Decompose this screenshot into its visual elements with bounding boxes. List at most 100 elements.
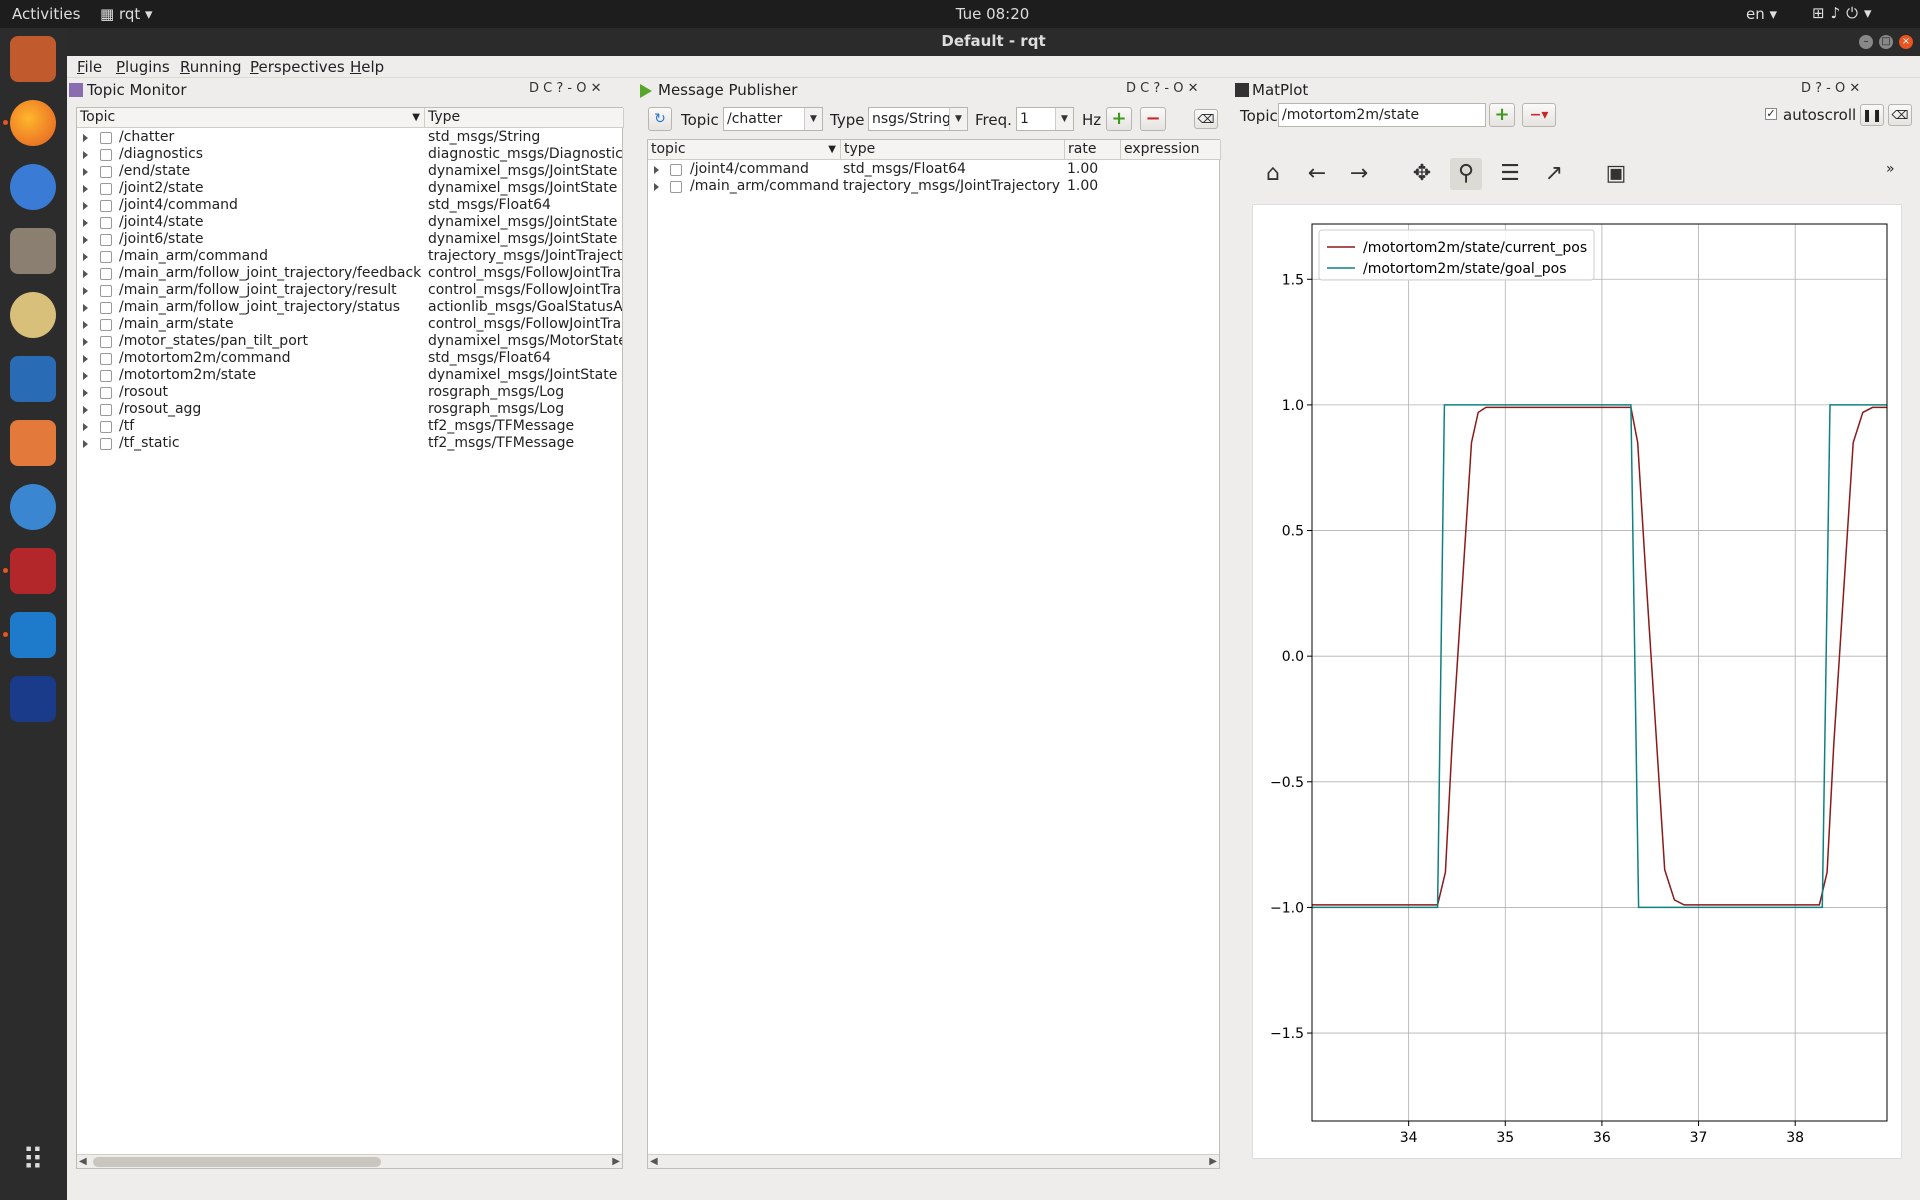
- scroll-left-icon[interactable]: ◀: [650, 1156, 658, 1167]
- toolbar-overflow-button[interactable]: »: [1886, 161, 1895, 177]
- close-window-button[interactable]: ×: [1899, 35, 1913, 49]
- ubuntu-software-icon[interactable]: [10, 36, 56, 82]
- vscode-icon[interactable]: [10, 612, 56, 658]
- help-icon[interactable]: [10, 484, 56, 530]
- menu-file[interactable]: File: [77, 58, 103, 76]
- row-checkbox[interactable]: [100, 370, 112, 382]
- expand-icon[interactable]: [83, 219, 88, 227]
- add-publisher-button[interactable]: +: [1106, 107, 1132, 131]
- autoscroll-checkbox[interactable]: ✓: [1765, 107, 1777, 120]
- expand-icon[interactable]: [83, 321, 88, 329]
- refresh-topics-button[interactable]: ↻: [648, 107, 672, 131]
- expand-icon[interactable]: [83, 423, 88, 431]
- activities-button[interactable]: Activities: [12, 5, 81, 23]
- publisher-topic-combo[interactable]: /chatter ▼: [723, 107, 823, 131]
- line-chart[interactable]: 34 35 36 37 38 1.5 1.0 0.5 0.0 −0.5 −1.0 −1.5/motor…: [1253, 205, 1901, 1158]
- expand-icon[interactable]: [654, 166, 659, 174]
- scroll-right-icon[interactable]: ▶: [612, 1156, 620, 1167]
- table-row[interactable]: /main_arm/follow_joint_trajectory/feedba…: [77, 265, 622, 282]
- apps-grid-icon[interactable]: [10, 676, 56, 722]
- column-header-rate[interactable]: rate: [1065, 140, 1121, 160]
- message-publisher-controls[interactable]: D C ? - O ✕: [1126, 81, 1199, 96]
- system-tray-icons[interactable]: ⊞♪⏻▾: [1812, 4, 1878, 22]
- files-icon[interactable]: [10, 228, 56, 274]
- publisher-type-combo[interactable]: nsgs/String ▼: [868, 107, 968, 131]
- remove-publisher-button[interactable]: −: [1140, 107, 1166, 131]
- scroll-right-icon[interactable]: ▶: [1209, 1156, 1217, 1167]
- row-checkbox[interactable]: [100, 438, 112, 450]
- table-row[interactable]: /tf_static tf2_msgs/TFMessage: [77, 435, 622, 452]
- row-checkbox[interactable]: [100, 302, 112, 314]
- expand-icon[interactable]: [83, 389, 88, 397]
- rqt-icon[interactable]: [10, 548, 56, 594]
- pan-icon[interactable]: ✥: [1412, 161, 1432, 186]
- table-row[interactable]: /main_arm/state control_msgs/FollowJointT…: [77, 316, 622, 333]
- expand-icon[interactable]: [83, 253, 88, 261]
- table-row[interactable]: /motortom2m/command std_msgs/Float64: [77, 350, 622, 367]
- row-checkbox[interactable]: [100, 404, 112, 416]
- expand-icon[interactable]: [83, 406, 88, 414]
- configure-icon[interactable]: ☰: [1500, 161, 1520, 186]
- expand-icon[interactable]: [83, 168, 88, 176]
- table-row[interactable]: /joint4/command std_msgs/Float64: [77, 197, 622, 214]
- pause-button[interactable]: ❚❚: [1860, 104, 1884, 126]
- chevron-down-icon[interactable]: ▼: [804, 108, 822, 130]
- row-checkbox[interactable]: [100, 217, 112, 229]
- remove-topic-button[interactable]: −▾: [1522, 103, 1556, 127]
- table-row[interactable]: /joint4/command std_msgs/Float64 1.00: [648, 161, 1219, 178]
- expand-icon[interactable]: [83, 440, 88, 448]
- menu-perspectives[interactable]: Perspectives: [250, 58, 345, 76]
- forward-icon[interactable]: →: [1349, 161, 1369, 186]
- table-row[interactable]: /diagnostics diagnostic_msgs/Diagnostic/: [77, 146, 622, 163]
- table-row[interactable]: /tf tf2_msgs/TFMessage: [77, 418, 622, 435]
- software-center-icon[interactable]: [10, 420, 56, 466]
- table-row[interactable]: /joint2/state dynamixel_msgs/JointState: [77, 180, 622, 197]
- edit-axis-icon[interactable]: ↗: [1544, 161, 1564, 186]
- row-checkbox[interactable]: [670, 181, 682, 193]
- back-icon[interactable]: ←: [1307, 161, 1327, 186]
- topic-monitor-tree[interactable]: Topic ▼ Type /chatter std_msgs/String/diag…: [76, 107, 624, 1169]
- table-row[interactable]: /chatter std_msgs/String: [77, 129, 622, 146]
- table-row[interactable]: /rosout_agg rosgraph_msgs/Log: [77, 401, 622, 418]
- topic-monitor-controls[interactable]: D C ? - O ✕: [529, 81, 602, 96]
- row-checkbox[interactable]: [100, 336, 112, 348]
- column-header-topic[interactable]: Topic ▼: [77, 108, 425, 128]
- row-checkbox[interactable]: [100, 268, 112, 280]
- expand-icon[interactable]: [83, 185, 88, 193]
- expand-icon[interactable]: [83, 287, 88, 295]
- libreoffice-writer-icon[interactable]: [10, 356, 56, 402]
- table-row[interactable]: /main_arm/follow_joint_trajectory/result…: [77, 282, 622, 299]
- table-row[interactable]: /main_arm/command trajectory_msgs/JointTr…: [77, 248, 622, 265]
- row-checkbox[interactable]: [100, 183, 112, 195]
- expand-icon[interactable]: [83, 372, 88, 380]
- table-row[interactable]: /joint6/state dynamixel_msgs/JointState: [77, 231, 622, 248]
- publisher-hscrollbar[interactable]: ◀ ▶: [648, 1154, 1219, 1168]
- row-checkbox[interactable]: [100, 251, 112, 263]
- row-checkbox[interactable]: [100, 132, 112, 144]
- menu-help[interactable]: Help: [350, 58, 385, 76]
- table-row[interactable]: /motortom2m/state dynamixel_msgs/JointSta…: [77, 367, 622, 384]
- rhythmbox-icon[interactable]: [10, 292, 56, 338]
- chevron-down-icon[interactable]: ▼: [1055, 108, 1073, 130]
- topic-monitor-hscrollbar[interactable]: ◀ ▶: [77, 1154, 622, 1168]
- row-checkbox[interactable]: [100, 149, 112, 161]
- scroll-thumb[interactable]: [93, 1157, 381, 1167]
- row-checkbox[interactable]: [100, 353, 112, 365]
- row-checkbox[interactable]: [100, 285, 112, 297]
- expand-icon[interactable]: [83, 304, 88, 312]
- home-icon[interactable]: ⌂: [1266, 161, 1280, 186]
- matplot-topic-input[interactable]: /motortom2m/state: [1278, 103, 1486, 127]
- table-row[interactable]: /rosout rosgraph_msgs/Log: [77, 384, 622, 401]
- save-icon[interactable]: ▣: [1605, 161, 1627, 186]
- row-checkbox[interactable]: [670, 164, 682, 176]
- column-header-type[interactable]: Type: [425, 108, 624, 128]
- publisher-freq-combo[interactable]: 1 ▼: [1016, 107, 1074, 131]
- expand-icon[interactable]: [83, 134, 88, 142]
- expand-icon[interactable]: [83, 202, 88, 210]
- maximize-button[interactable]: □: [1879, 35, 1893, 49]
- expand-icon[interactable]: [83, 270, 88, 278]
- row-checkbox[interactable]: [100, 200, 112, 212]
- table-row[interactable]: /main_arm/follow_joint_trajectory/status…: [77, 299, 622, 316]
- show-applications-icon[interactable]: ⠿: [22, 1143, 44, 1178]
- scroll-left-icon[interactable]: ◀: [79, 1156, 87, 1167]
